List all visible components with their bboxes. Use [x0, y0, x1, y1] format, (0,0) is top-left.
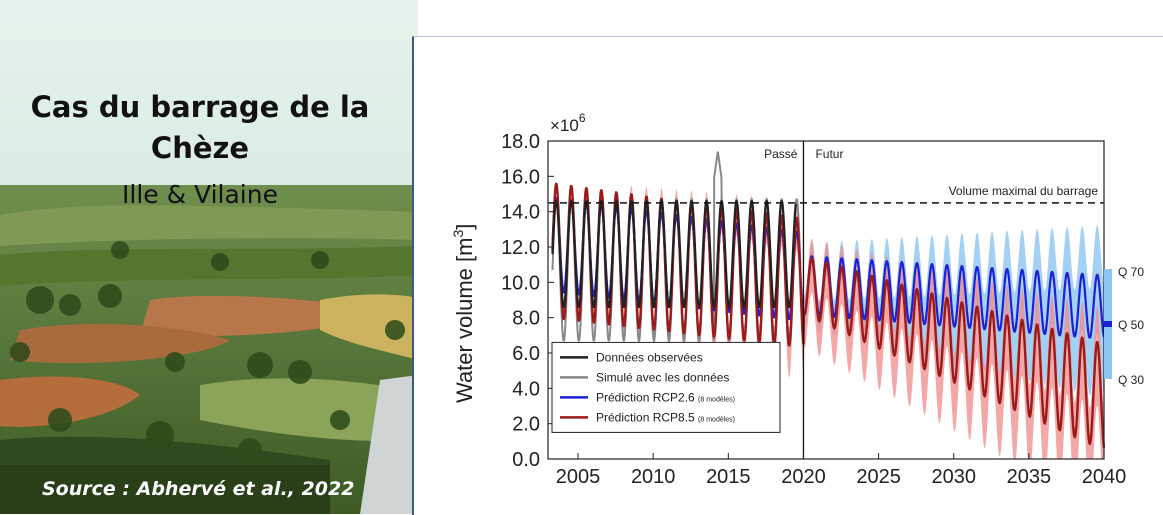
quantile-scale: Q 70 Q 50 Q 30 — [1104, 265, 1144, 387]
quantile-label: Q 70 — [1118, 265, 1144, 279]
source-caption: Source : Abhervé et al., 2022 — [42, 478, 355, 500]
y-multiplier: ×106 — [550, 111, 586, 135]
x-tick-label: 2035 — [1007, 466, 1052, 488]
x-tick-label: 2025 — [856, 466, 901, 488]
y-tick-label: 14.0 — [501, 202, 540, 224]
y-tick-label: 18.0 — [501, 131, 540, 153]
x-tick-label: 2030 — [931, 466, 976, 488]
legend-note: (8 modèles) — [698, 416, 735, 423]
photo-subtitle: Ille & Vilaine — [122, 180, 278, 209]
y-axis-label: Water volume [m3] — [450, 224, 477, 403]
y-tick-label: 10.0 — [501, 272, 540, 294]
photo-title-line2: Chèze — [150, 131, 250, 165]
x-tick-label: 2040 — [1082, 466, 1127, 488]
legend-note: (8 modèles) — [698, 396, 735, 403]
x-tick-label: 2015 — [706, 466, 751, 488]
y-tick-label: 2.0 — [512, 414, 540, 436]
quantile-label: Q 30 — [1118, 373, 1144, 387]
y-tick-label: 6.0 — [512, 343, 540, 365]
y-tick-label: 0.0 — [512, 449, 540, 471]
legend-label: Données observées — [596, 350, 703, 364]
y-tick-label: 4.0 — [512, 378, 540, 400]
y-tick-label: 8.0 — [512, 308, 540, 330]
x-tick-label: 2020 — [781, 466, 826, 488]
y-tick-label: 16.0 — [501, 166, 540, 188]
chart-panel: 0.0 2.0 4.0 6.0 8.0 10.0 12.0 14.0 16.0 18.0 2005 2… — [412, 36, 1163, 515]
legend: Données observées Simulé avec les donnée… — [551, 341, 781, 433]
legend-label: Simulé avec les données — [596, 370, 729, 384]
region-label-future: Futur — [815, 147, 843, 161]
photo-title-line1: Cas du barrage de la — [30, 90, 370, 124]
region-label-past: Passé — [764, 147, 798, 161]
reservoir-max-label: Volume maximal du barrage — [949, 184, 1099, 198]
quantile-label: Q 50 — [1118, 318, 1144, 332]
landscape-photo: Cas du barrage de la Chèze Ille & Vilain… — [0, 0, 418, 514]
quantile-median-marker — [1104, 321, 1112, 327]
x-tick-label: 2010 — [631, 466, 676, 488]
water-volume-chart: 0.0 2.0 4.0 6.0 8.0 10.0 12.0 14.0 16.0 18.0 2005 2… — [450, 111, 1144, 488]
series-observed — [551, 200, 797, 309]
legend-box — [551, 341, 781, 433]
x-tick-label: 2005 — [556, 466, 601, 488]
y-tick-label: 12.0 — [501, 237, 540, 259]
